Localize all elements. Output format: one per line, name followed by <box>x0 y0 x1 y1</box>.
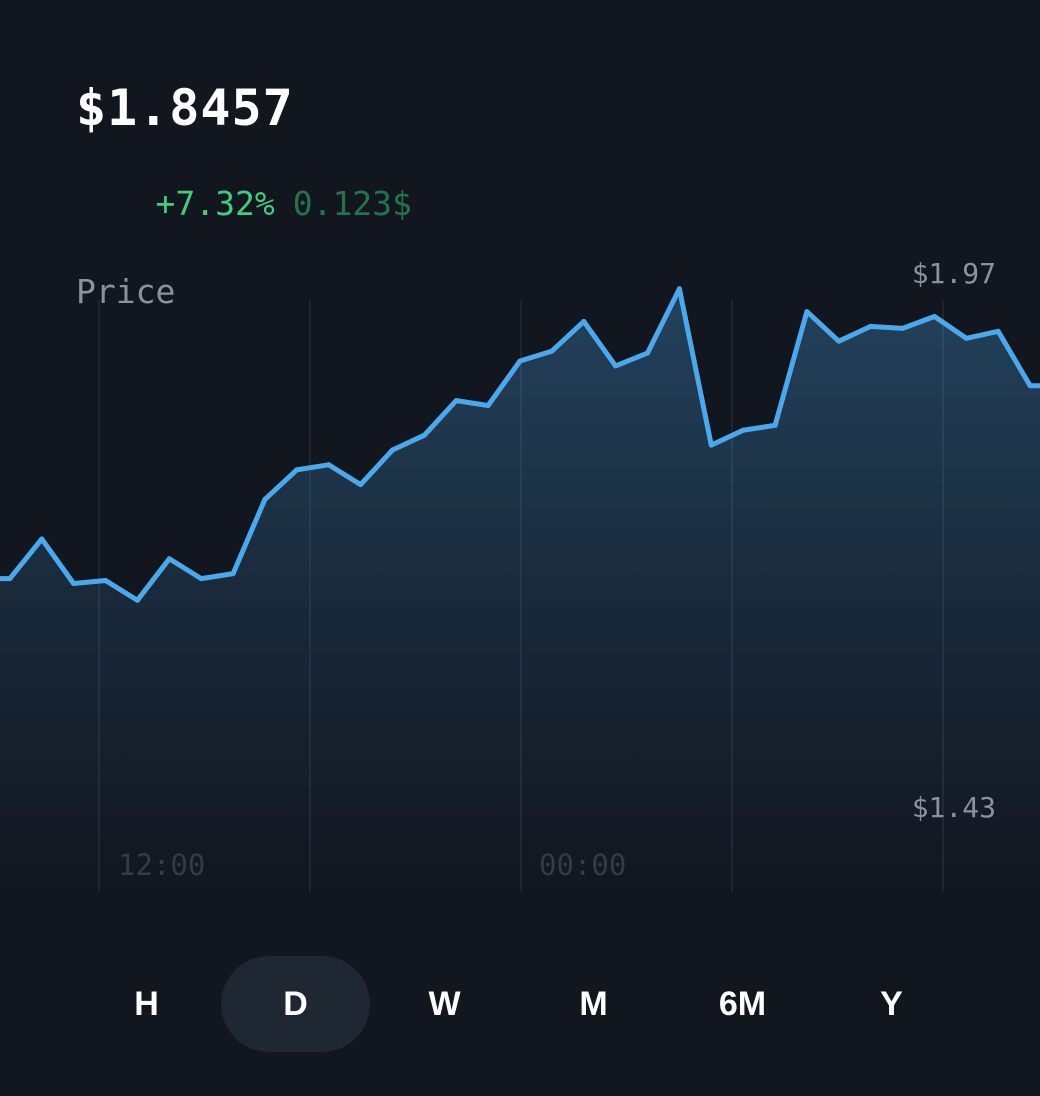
price-point <box>804 309 810 315</box>
x-axis-label-0000: 00:00 <box>539 848 626 882</box>
price-point <box>645 350 650 356</box>
price-point <box>294 467 300 473</box>
price-point <box>326 462 332 468</box>
price-point <box>932 314 937 319</box>
price-point <box>198 576 204 582</box>
range-button-d[interactable]: D <box>221 956 370 1052</box>
price-point <box>7 576 13 582</box>
price-point <box>900 325 906 331</box>
price-point <box>39 536 45 542</box>
price-point <box>868 323 874 329</box>
price-change-row: +7.32% 0.123$ <box>76 144 412 264</box>
price-point <box>613 363 619 369</box>
price-header: $1.8457 +7.32% 0.123$ Price <box>76 78 412 312</box>
price-point <box>262 496 268 502</box>
change-absolute: 0.123$ <box>292 184 412 223</box>
price-points <box>7 286 1033 603</box>
price-point <box>421 432 427 438</box>
price-point <box>549 348 555 354</box>
price-point <box>517 358 523 364</box>
price-label: Price <box>76 272 176 311</box>
range-button-h[interactable]: H <box>134 984 159 1023</box>
price-point <box>71 581 77 586</box>
price-point <box>485 403 491 408</box>
price-point <box>230 571 236 577</box>
price-point <box>581 318 587 324</box>
price-point <box>103 578 108 583</box>
price-point <box>676 286 682 292</box>
price-point <box>453 398 459 404</box>
price-point <box>358 482 364 488</box>
price-area <box>0 288 1040 892</box>
price-point <box>1027 383 1033 389</box>
price-point <box>772 422 778 428</box>
price-point <box>836 338 842 344</box>
price-point <box>708 442 714 448</box>
change-percent: +7.32% <box>155 184 275 223</box>
range-button-y[interactable]: Y <box>880 984 903 1023</box>
price-point <box>390 447 395 453</box>
y-axis-min-label: $1.43 <box>912 791 996 824</box>
time-range-selector: H D W M 6M Y <box>72 956 966 1052</box>
range-button-w[interactable]: W <box>428 984 461 1023</box>
current-price: $1.8457 <box>76 79 294 137</box>
range-button-m[interactable]: M <box>579 984 608 1023</box>
y-axis-max-label: $1.97 <box>912 257 996 290</box>
price-point <box>995 328 1001 334</box>
price-point <box>134 597 140 603</box>
price-point <box>740 427 746 433</box>
price-point <box>963 335 969 341</box>
range-button-6m[interactable]: 6M <box>718 984 767 1023</box>
x-axis-label-1200: 12:00 <box>118 848 205 882</box>
price-point <box>166 556 172 562</box>
